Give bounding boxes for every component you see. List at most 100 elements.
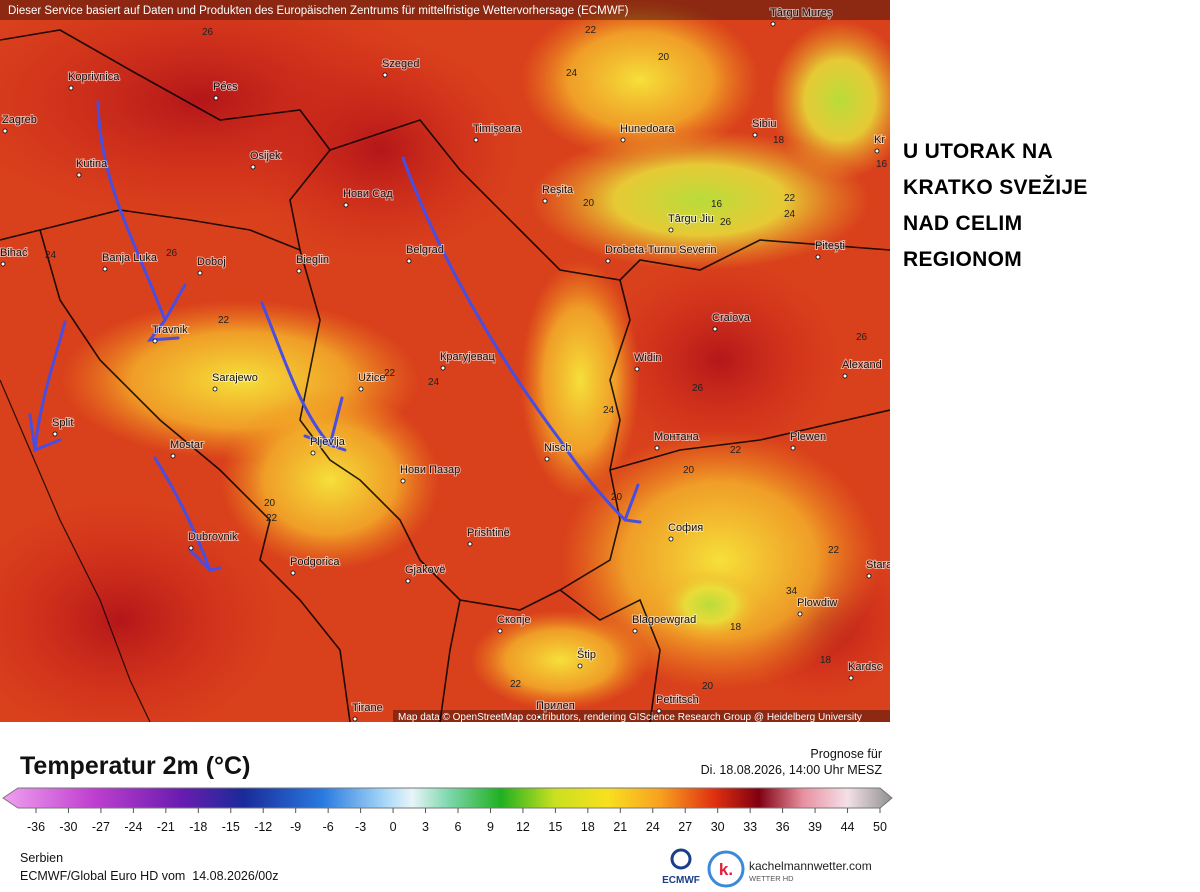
city-label: Koprivnica	[68, 71, 120, 83]
legend-tick-label: -18	[189, 820, 207, 834]
legend-tick-label: 12	[516, 820, 530, 834]
city-dot	[842, 373, 848, 379]
k-icon	[707, 850, 745, 888]
legend-tick-label: -12	[254, 820, 272, 834]
attribution: Map data © OpenStreetMap contributors, r…	[398, 712, 862, 722]
city-dot	[406, 258, 412, 264]
city-label: Mostar	[170, 439, 204, 451]
city-dot	[634, 366, 640, 372]
city-label: Nisch	[544, 442, 572, 454]
legend-tick-label: -27	[92, 820, 110, 834]
city-label: Pécs	[213, 81, 238, 93]
city-label: Plewen	[790, 431, 826, 443]
isotherm-label: 18	[730, 622, 742, 633]
credit-bar	[0, 0, 890, 20]
isotherm-label: 20	[658, 52, 670, 63]
legend-tick-label: -9	[290, 820, 301, 834]
city-dot	[250, 164, 256, 170]
legend-ticks: -36 -30 -27 -24 -21 -18 -15 -12 -9 -6 -3 0 3 6 9 12 15 18…	[27, 808, 887, 834]
city-dot	[620, 137, 626, 143]
city-label: Blagoewgrad	[632, 614, 696, 626]
isotherm-label: 26	[692, 383, 704, 394]
city-label: Alexand	[842, 359, 882, 371]
forecast-time: Di. 18.08.2026, 14:00 Uhr MESZ	[701, 763, 883, 777]
city-dot	[656, 708, 662, 714]
city-label: Târgu Mureș	[770, 7, 833, 19]
site-logo: kachelmannwetter.com	[749, 859, 872, 873]
isotherm-label: 20	[264, 498, 276, 509]
ecmwf-icon	[670, 848, 692, 870]
isotherm-label: 24	[566, 68, 578, 79]
city-dot	[76, 172, 82, 178]
isotherm-label: 24	[784, 209, 796, 220]
side-note-line: REGIONOM	[903, 248, 1023, 271]
legend-tick-label: 27	[678, 820, 692, 834]
city-label: Bieglin	[296, 254, 329, 266]
city-dot	[542, 198, 548, 204]
isotherm-label: 16	[876, 159, 888, 170]
city-label: Banja Luka	[102, 252, 158, 264]
ecmwf-logo: ECMWF	[662, 875, 700, 886]
city-dot	[405, 578, 411, 584]
legend-tick-label: -6	[323, 820, 334, 834]
legend-tick-label: 30	[711, 820, 725, 834]
city-dot	[188, 545, 194, 551]
city-label: Sibiu	[752, 118, 776, 130]
city-dot	[343, 202, 349, 208]
city-dot	[52, 431, 58, 437]
legend-tick-label: 3	[422, 820, 429, 834]
city-dot	[2, 128, 8, 134]
legend-tick-label: 9	[487, 820, 494, 834]
city-label: Târgu Jiu	[668, 213, 714, 225]
city-dot	[544, 456, 550, 462]
city-label: Hunedoara	[620, 123, 675, 135]
region: Serbien	[20, 851, 63, 865]
city-dot	[213, 95, 219, 101]
city-label: Kardsc	[848, 661, 883, 673]
city-label: Нови Пазар	[400, 464, 460, 476]
city-label: Užice	[358, 372, 386, 384]
city-dot	[605, 258, 611, 264]
city-dot	[577, 663, 583, 669]
isotherm-label: 20	[683, 465, 695, 476]
city-label: Osijek	[250, 150, 281, 162]
map: Dieser Service basiert auf Daten und Pro…	[0, 0, 890, 722]
site-sub: WETTER HD	[749, 874, 794, 883]
credit: Dieser Service basiert auf Daten und Pro…	[8, 5, 629, 17]
city-label: София	[668, 522, 703, 534]
city-dot	[866, 573, 872, 579]
city-dot	[440, 365, 446, 371]
city-dot	[352, 716, 358, 722]
city-dot	[632, 628, 638, 634]
city-label: Štip	[577, 648, 596, 661]
city-dot	[0, 261, 6, 267]
city-dot	[170, 453, 176, 459]
isotherm-label: 24	[45, 250, 57, 261]
side-note-line: NAD CELIM	[903, 212, 1023, 235]
isotherm-label: 22	[266, 513, 278, 524]
isotherm-label: 20	[583, 198, 595, 209]
legend-title: Temperatur 2m (°C)	[20, 752, 250, 780]
city-label: Нови Сад	[343, 188, 393, 200]
legend-tick-label: 24	[646, 820, 660, 834]
city-label: Монтана	[654, 431, 700, 443]
city-label: Szeged	[382, 58, 419, 70]
city-dot	[797, 611, 803, 617]
isotherm-label: 20	[702, 681, 714, 692]
city-label: Reșita	[542, 184, 574, 196]
legend-tick-label: -15	[222, 820, 240, 834]
city-dot	[654, 445, 660, 451]
city-label: Plowdiw	[797, 597, 837, 609]
legend-tick-label: 18	[581, 820, 595, 834]
isotherm-label: 16	[711, 199, 723, 210]
legend-tick-label: 50	[873, 820, 887, 834]
city-dot	[874, 148, 880, 154]
city-dot	[752, 132, 758, 138]
city-dot	[815, 254, 821, 260]
city-dot	[296, 268, 302, 274]
city-label: Dubrovnik	[188, 531, 238, 543]
legend-tick-label: -24	[124, 820, 142, 834]
isotherm-label: 18	[773, 135, 785, 146]
city-label: Petritsch	[656, 694, 699, 706]
k-logo: k.	[719, 860, 733, 879]
